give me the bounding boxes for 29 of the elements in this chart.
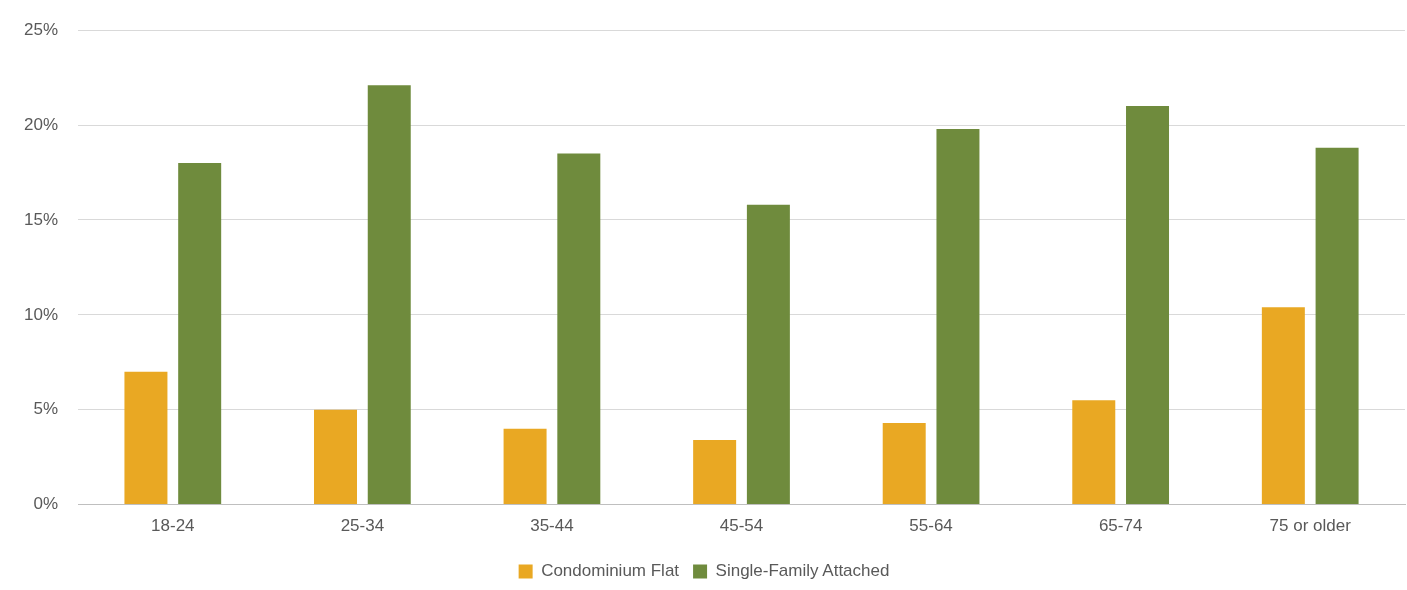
y-tick-label: 10% (23, 304, 59, 324)
bar (882, 423, 926, 505)
legend-label: Single-Family Attached (715, 561, 890, 581)
bar (1261, 307, 1305, 505)
y-tick-label: 15% (23, 209, 59, 229)
x-tick-label: 35-44 (530, 516, 574, 536)
bar (693, 440, 737, 505)
x-tick-label: 65-74 (1098, 516, 1143, 536)
bar (314, 409, 357, 505)
x-tick-label: 18-24 (151, 516, 195, 536)
bar (124, 371, 168, 505)
y-tick-label: 20% (23, 114, 59, 134)
x-tick-label: 25-34 (340, 516, 385, 536)
bar (557, 153, 601, 505)
y-tick-label: 0% (33, 494, 59, 514)
x-tick-label: 55-64 (909, 516, 953, 536)
bar (1126, 106, 1170, 505)
bar (1315, 147, 1359, 505)
y-tick-label: 25% (23, 19, 59, 39)
bar (1072, 400, 1116, 505)
x-tick-label: 75 or older (1269, 516, 1352, 536)
bar (367, 85, 411, 505)
y-tick-label: 5% (33, 399, 59, 419)
bar (503, 428, 547, 505)
bar (936, 128, 980, 505)
legend-label: Condominium Flat (541, 561, 680, 581)
x-tick-label: 45-54 (719, 516, 764, 536)
bar (746, 204, 790, 505)
bar (178, 163, 222, 505)
